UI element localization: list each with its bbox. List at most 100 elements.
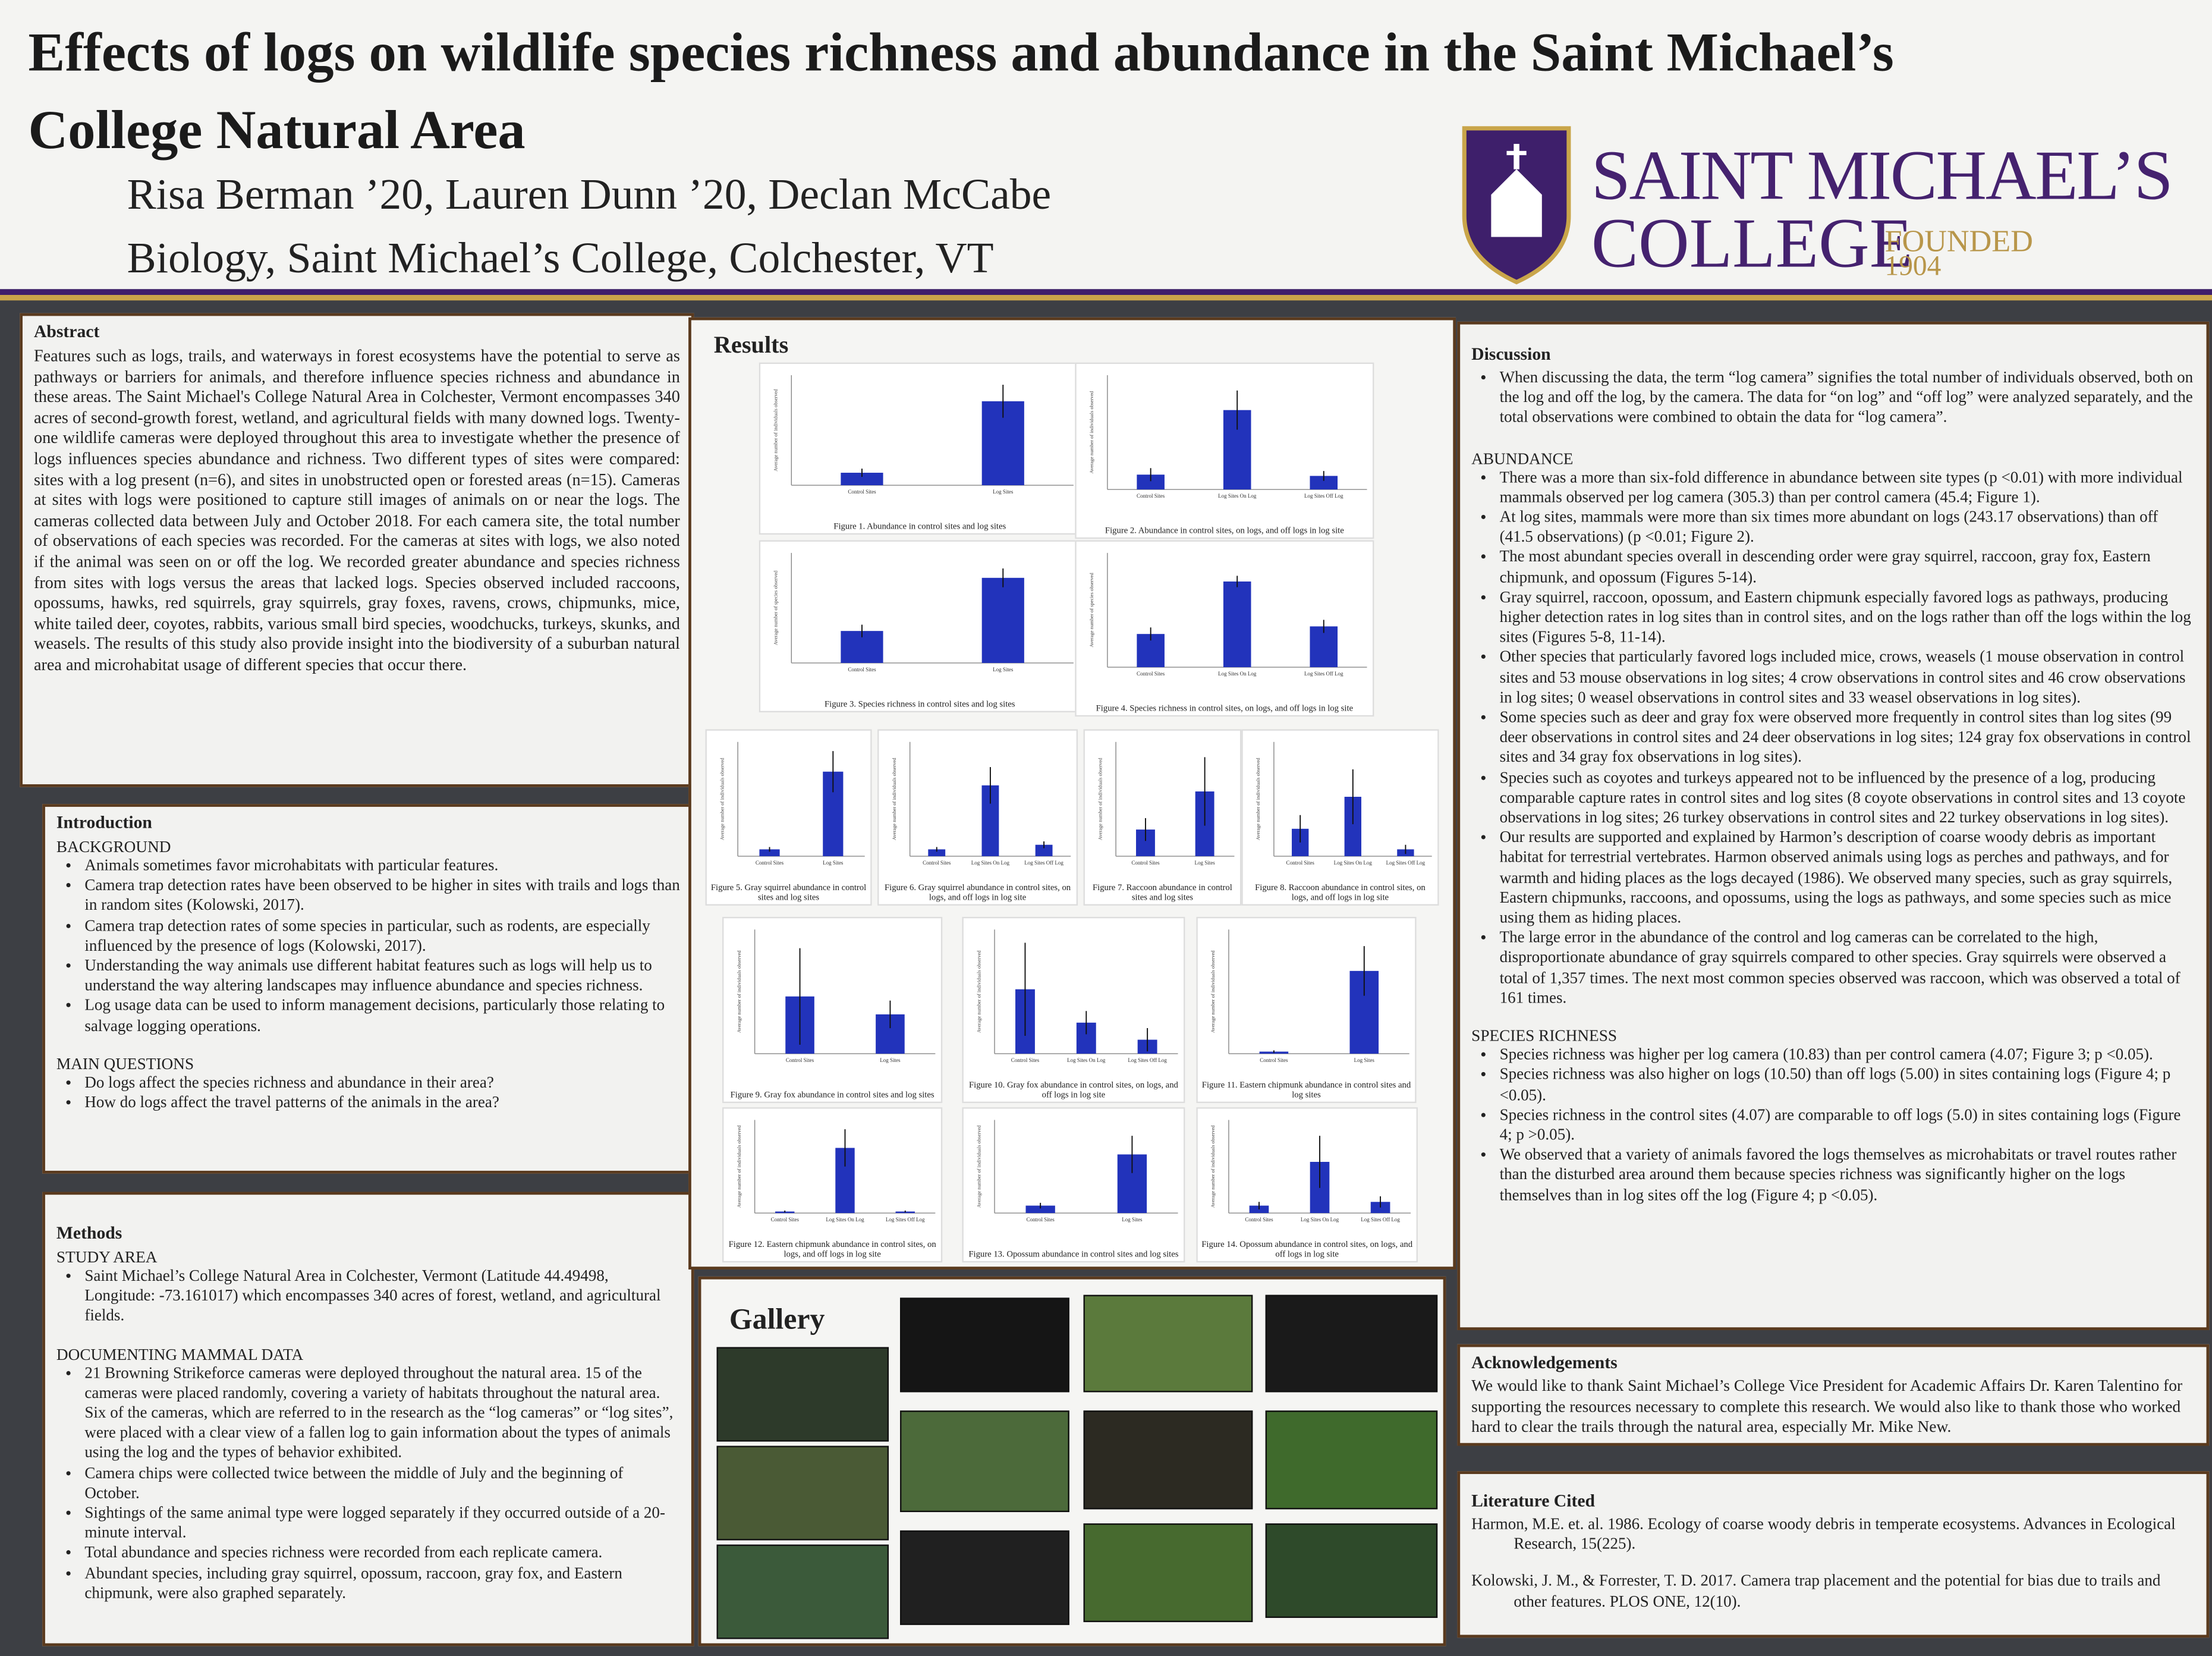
x-tick-label: Log Sites <box>993 667 1014 673</box>
chart: Average number of individuals observed Co… <box>1097 741 1235 866</box>
x-tick-label: Log Sites <box>1194 860 1215 866</box>
list: 21 Browning Strikeforce cameras were dep… <box>56 1363 680 1604</box>
chart: Average number of individuals observed Co… <box>976 1120 1178 1223</box>
list-item: Log usage data can be used to inform man… <box>84 997 679 1036</box>
x-tick-label: Control Sites <box>1011 1057 1040 1063</box>
x-tick-label: Log Sites On Log <box>1218 671 1257 677</box>
x-tick-label: Log Sites Off Log <box>1128 1057 1167 1063</box>
chart: Average number of individuals observed Co… <box>1255 741 1432 866</box>
y-axis-label: Average number of individuals observed <box>976 950 981 1033</box>
x-tick-label: Log Sites On Log <box>1067 1057 1106 1063</box>
bar <box>1035 844 1053 856</box>
figure: Average number of species observed Contro… <box>759 540 1081 712</box>
y-axis-label: Average number of individuals observed <box>1097 758 1103 840</box>
heading: Abstract <box>33 321 100 342</box>
bar <box>1310 476 1338 490</box>
bar <box>1310 626 1338 668</box>
photo <box>1265 1523 1438 1618</box>
y-axis-label: Average number of individuals observed <box>719 758 725 840</box>
list-item: When discussing the data, the term “log … <box>1500 368 2195 428</box>
bar <box>1223 581 1251 668</box>
list-item: How do logs affect the travel patterns o… <box>84 1093 679 1114</box>
figure: Average number of individuals observed Co… <box>1075 362 1374 539</box>
chart: Average number of individuals observed Co… <box>719 741 865 866</box>
list-item: Harmon, M.E. et. al. 1986. Ecology of co… <box>1471 1516 2176 1554</box>
figure: Average number of individuals observed Co… <box>722 916 943 1104</box>
list: Harmon, M.E. et. al. 1986. Ecology of co… <box>1471 1515 2195 1612</box>
logo-year: 1904 <box>1884 251 1942 282</box>
figure: Average number of individuals observed Co… <box>1196 1107 1418 1263</box>
x-tick-label: Control Sites <box>1137 671 1165 677</box>
y-axis-label: Average number of individuals observed <box>1210 1125 1216 1208</box>
figure: Average number of individuals observed Co… <box>705 729 872 906</box>
photo <box>1265 1294 1438 1393</box>
list-item: Our results are supported and explained … <box>1500 828 2195 928</box>
subheading: SPECIES RICHNESS <box>1471 1028 1618 1046</box>
figure-caption: Figure 8. Raccoon abundance in control s… <box>1255 882 1426 903</box>
photo <box>900 1530 1069 1625</box>
list-item: The most abundant species overall in des… <box>1500 548 2195 587</box>
title: Effects of logs on wildlife species rich… <box>28 22 1894 161</box>
photo <box>1265 1410 1438 1510</box>
figure-caption: Figure 7. Raccoon abundance in control s… <box>1092 882 1232 903</box>
x-tick-label: Control Sites <box>848 667 876 673</box>
y-axis-label: Average number of species observed <box>1088 573 1094 648</box>
photo <box>900 1410 1069 1512</box>
x-tick-label: Control Sites <box>1245 1217 1273 1223</box>
subheading: DOCUMENTING MAMMAL DATA <box>56 1346 304 1363</box>
figure-caption: Figure 10. Gray fox abundance in control… <box>968 1080 1178 1101</box>
acknowledgements: Acknowledgements We would like to thank … <box>1457 1344 2210 1446</box>
list-item: Sightings of the same animal type were l… <box>84 1504 679 1544</box>
list-item: Some species such as deer and gray fox w… <box>1500 708 2195 768</box>
list-item: Species richness was higher per log came… <box>1500 1045 2195 1066</box>
photo <box>716 1347 889 1442</box>
x-tick-label: Log Sites Off Log <box>1304 671 1343 677</box>
list-item: Saint Michael’s College Natural Area in … <box>84 1267 679 1327</box>
y-axis-label: Average number of individuals observed <box>976 1125 981 1208</box>
figure: Average number of individuals observed Co… <box>1196 916 1417 1104</box>
figure-caption: Figure 5. Gray squirrel abundance in con… <box>710 882 867 903</box>
list: When discussing the data, the term “log … <box>1471 368 2195 428</box>
x-tick-label: Log Sites Off Log <box>1304 493 1343 499</box>
literature: Literature Cited Harmon, M.E. et. al. 19… <box>1457 1471 2210 1638</box>
x-tick-label: Control Sites <box>786 1057 814 1063</box>
subheading: ABUNDANCE <box>1471 451 1574 468</box>
photo <box>716 1544 889 1639</box>
figure-caption: Figure 14. Opossum abundance in control … <box>1201 1240 1413 1260</box>
chart: Average number of individuals observed Co… <box>1210 1120 1411 1223</box>
y-axis-label: Average number of individuals observed <box>1088 391 1094 473</box>
heading: Gallery <box>729 1302 825 1336</box>
chart: Average number of individuals observed Co… <box>891 741 1071 866</box>
subheading: STUDY AREA <box>56 1249 158 1267</box>
introduction: Introduction BACKGROUND Animals sometime… <box>42 804 694 1174</box>
list: Saint Michael’s College Natural Area in … <box>56 1267 680 1327</box>
bar <box>928 849 946 856</box>
list: There was a more than six-fold differenc… <box>1471 468 2195 1009</box>
header <box>0 0 2212 290</box>
x-tick-label: Log Sites Off Log <box>1361 1217 1400 1223</box>
x-tick-label: Control Sites <box>756 860 784 866</box>
figure: Average number of species observed Contro… <box>1075 540 1374 717</box>
chart: Average number of species observed Contro… <box>1088 552 1367 677</box>
list-item: There was a more than six-fold differenc… <box>1500 468 2195 508</box>
heading: Results <box>713 331 789 359</box>
x-tick-label: Log Sites <box>823 860 844 866</box>
figure: Average number of individuals observed Co… <box>877 729 1078 906</box>
list: Animals sometimes favor microhabitats wi… <box>56 856 680 1036</box>
photo <box>1083 1410 1253 1510</box>
chart: Average number of individuals observed Co… <box>736 929 936 1063</box>
x-tick-label: Control Sites <box>848 489 876 495</box>
heading: Methods <box>56 1223 122 1243</box>
y-axis-label: Average number of individuals observed <box>1255 758 1261 840</box>
bar <box>981 577 1024 663</box>
x-tick-label: Log Sites <box>880 1057 901 1063</box>
list-item: Other species that particularly favored … <box>1500 648 2195 708</box>
logo-shield <box>1462 126 1571 285</box>
logo-line2: COLLEGE <box>1591 203 1913 282</box>
list-item: Total abundance and species richness wer… <box>84 1544 679 1564</box>
authors: Risa Berman ’20, Lauren Dunn ’20, Declan… <box>127 169 1052 219</box>
figure-caption: Figure 2. Abundance in control sites, on… <box>1105 526 1344 536</box>
discussion: Discussion When discussing the data, the… <box>1457 321 2210 1330</box>
chart: Average number of individuals observed Co… <box>773 375 1074 495</box>
x-tick-label: Log Sites Off Log <box>1024 860 1063 866</box>
